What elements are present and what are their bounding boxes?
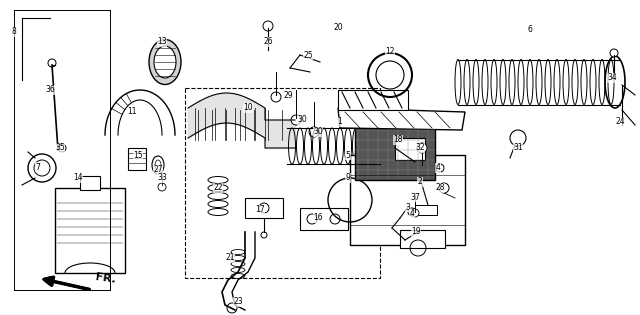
Text: 8: 8	[12, 27, 17, 37]
Bar	[415, 205, 437, 215]
Text: 14: 14	[73, 174, 83, 182]
Bar	[400, 230, 445, 248]
Circle shape	[436, 164, 444, 172]
Bar	[128, 148, 146, 170]
Text: 37: 37	[410, 192, 420, 202]
Ellipse shape	[154, 46, 176, 78]
Text: 5: 5	[346, 151, 351, 159]
Text: 19: 19	[411, 227, 421, 237]
Text: 23: 23	[233, 297, 243, 306]
Text: 7: 7	[36, 163, 40, 171]
Text: 13: 13	[157, 37, 167, 47]
Text: 2: 2	[418, 177, 422, 186]
Circle shape	[411, 209, 419, 217]
Bar	[245, 198, 283, 218]
Circle shape	[271, 92, 281, 102]
Text: 10: 10	[243, 104, 253, 112]
Circle shape	[439, 183, 449, 193]
Text: 12: 12	[385, 48, 395, 56]
Circle shape	[408, 208, 416, 216]
Text: 31: 31	[513, 144, 523, 152]
Text: 30: 30	[297, 116, 307, 124]
Text: 34: 34	[607, 73, 617, 83]
Circle shape	[227, 303, 237, 313]
Bar	[350, 155, 465, 245]
Bar	[55, 188, 125, 273]
Circle shape	[48, 59, 56, 67]
Ellipse shape	[149, 39, 181, 84]
Text: 32: 32	[415, 144, 425, 152]
Text: 16: 16	[313, 214, 323, 222]
Circle shape	[309, 127, 319, 137]
Text: 1: 1	[338, 117, 342, 127]
Text: 4: 4	[410, 209, 415, 219]
Text: 4: 4	[436, 163, 440, 173]
Text: 30: 30	[313, 128, 323, 136]
Text: 28: 28	[435, 184, 445, 192]
Circle shape	[58, 144, 66, 152]
Circle shape	[263, 21, 273, 31]
Bar	[185, 88, 380, 278]
Circle shape	[417, 143, 427, 153]
Text: 29: 29	[283, 90, 293, 100]
Circle shape	[158, 183, 166, 191]
Text: 26: 26	[263, 37, 273, 47]
Text: 3: 3	[406, 203, 410, 211]
Text: 20: 20	[333, 24, 343, 32]
Text: 17: 17	[255, 205, 265, 215]
Text: FR.: FR.	[95, 272, 116, 285]
Text: 9: 9	[346, 174, 351, 182]
Circle shape	[261, 232, 267, 238]
Polygon shape	[338, 108, 465, 130]
Text: 35: 35	[55, 144, 65, 152]
Text: 25: 25	[303, 50, 313, 60]
Bar	[395, 138, 425, 160]
Text: 33: 33	[157, 174, 167, 182]
Text: 22: 22	[213, 184, 223, 192]
Text: 11: 11	[127, 107, 137, 117]
Bar	[338, 90, 408, 110]
Bar	[300, 208, 348, 230]
Text: 36: 36	[45, 85, 55, 94]
Bar	[80, 176, 100, 190]
Text: 21: 21	[225, 254, 235, 262]
Bar	[355, 128, 435, 180]
Text: 18: 18	[393, 135, 403, 145]
Text: 24: 24	[615, 117, 625, 127]
Circle shape	[610, 49, 618, 57]
Text: 15: 15	[133, 151, 143, 159]
Text: 27: 27	[153, 165, 163, 175]
Text: 6: 6	[527, 26, 532, 35]
Ellipse shape	[152, 156, 164, 174]
Circle shape	[291, 115, 301, 125]
